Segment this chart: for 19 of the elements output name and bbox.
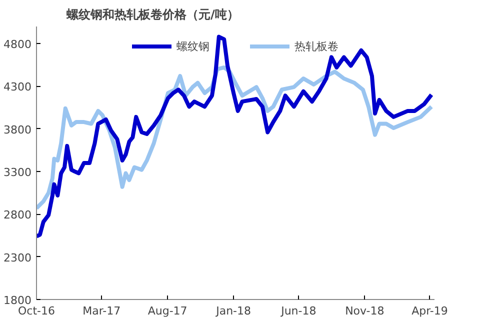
y-tick-label: 3800 xyxy=(4,123,32,136)
x-tick-label: Nov-18 xyxy=(345,304,384,318)
x-tick-label: Oct-16 xyxy=(18,304,56,318)
y-tick-label: 4800 xyxy=(4,38,32,52)
y-tick-label: 1800 xyxy=(4,294,32,307)
line-series xyxy=(36,34,434,238)
y-tick-label: 4300 xyxy=(4,80,32,94)
line-series xyxy=(36,65,434,210)
y-tick-label: 2300 xyxy=(4,251,32,264)
x-tick-label: Apr-19 xyxy=(412,304,448,318)
legend-label: 螺纹钢 xyxy=(176,38,210,54)
x-tick-label: Jan-18 xyxy=(215,304,252,318)
y-tick-label: 2800 xyxy=(4,208,32,222)
y-tick-label: 3300 xyxy=(4,166,32,180)
x-tick-label: Jun-18 xyxy=(280,304,316,318)
x-tick-label: Mar-17 xyxy=(82,304,121,318)
chart-title: 螺纹钢和热轧板卷价格（元/吨） xyxy=(66,8,239,22)
legend-label: 热轧板卷 xyxy=(294,38,338,54)
x-tick-label: Aug-17 xyxy=(148,304,188,318)
